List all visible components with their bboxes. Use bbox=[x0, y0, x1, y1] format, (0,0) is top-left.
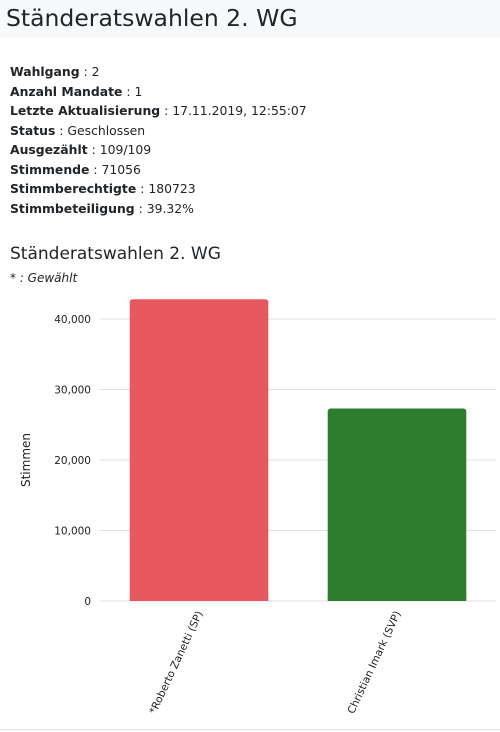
info-value: 180723 bbox=[148, 181, 196, 196]
page-title: Ständeratswahlen 2. WG bbox=[6, 4, 298, 32]
info-row-status: Status : Geschlossen bbox=[10, 122, 146, 138]
bar bbox=[327, 408, 467, 601]
election-info: Wahlgang : 2 Anzahl Mandate : 1 Letzte A… bbox=[10, 62, 307, 218]
x-tick-label: *Roberto Zanetti (SP) bbox=[147, 609, 205, 716]
chart-subtitle: * : Gewählt bbox=[10, 271, 78, 285]
y-tick-label: 20,000 bbox=[54, 455, 91, 467]
y-tick-label: 30,000 bbox=[54, 385, 91, 397]
info-value: 109/109 bbox=[99, 142, 152, 157]
chart-title: Ständeratswahlen 2. WG bbox=[10, 244, 221, 264]
y-tick-label: 40,000 bbox=[54, 314, 91, 326]
info-row-ausgezaehlt: Ausgezählt : 109/109 bbox=[10, 142, 152, 157]
info-value: 2 bbox=[91, 64, 100, 79]
y-axis-label: Stimmen bbox=[19, 433, 33, 487]
bar-base bbox=[327, 597, 467, 601]
info-row-stimmbeteiligung: Stimmbeteiligung : 39.32% bbox=[10, 200, 194, 216]
y-tick-label: 10,000 bbox=[54, 526, 91, 538]
info-value: 39.32% bbox=[146, 200, 194, 216]
info-label: Letzte Aktualisierung bbox=[10, 103, 161, 118]
info-label: Stimmende bbox=[10, 161, 90, 177]
info-label: Stimmbeteiligung bbox=[10, 200, 135, 216]
info-value: Geschlossen bbox=[67, 122, 146, 138]
bottom-divider bbox=[0, 729, 500, 730]
info-label: Anzahl Mandate bbox=[10, 83, 123, 99]
info-label: Stimmberechtigte bbox=[10, 181, 137, 196]
info-value: 71056 bbox=[101, 161, 141, 177]
x-tick-label: Christian Imark (SVP) bbox=[345, 609, 403, 716]
info-row-wahlgang: Wahlgang : 2 bbox=[10, 64, 100, 79]
bar bbox=[129, 299, 269, 601]
info-label: Status bbox=[10, 122, 56, 138]
page-header: Ständeratswahlen 2. WG bbox=[0, 0, 500, 38]
info-value: 17.11.2019, 12:55:07 bbox=[172, 103, 307, 118]
y-tick-label: 0 bbox=[84, 596, 91, 608]
info-label: Wahlgang bbox=[10, 64, 80, 79]
info-row-stimmberechtigte: Stimmberechtigte : 180723 bbox=[10, 181, 196, 196]
info-row-letzte-aktualisierung: Letzte Aktualisierung : 17.11.2019, 12:5… bbox=[10, 103, 307, 118]
info-label: Ausgezählt bbox=[10, 142, 88, 157]
info-value: 1 bbox=[134, 83, 143, 99]
info-row-anzahl-mandate: Anzahl Mandate : 1 bbox=[10, 83, 143, 99]
bar-base bbox=[129, 597, 269, 601]
info-row-stimmende: Stimmende : 71056 bbox=[10, 161, 141, 177]
